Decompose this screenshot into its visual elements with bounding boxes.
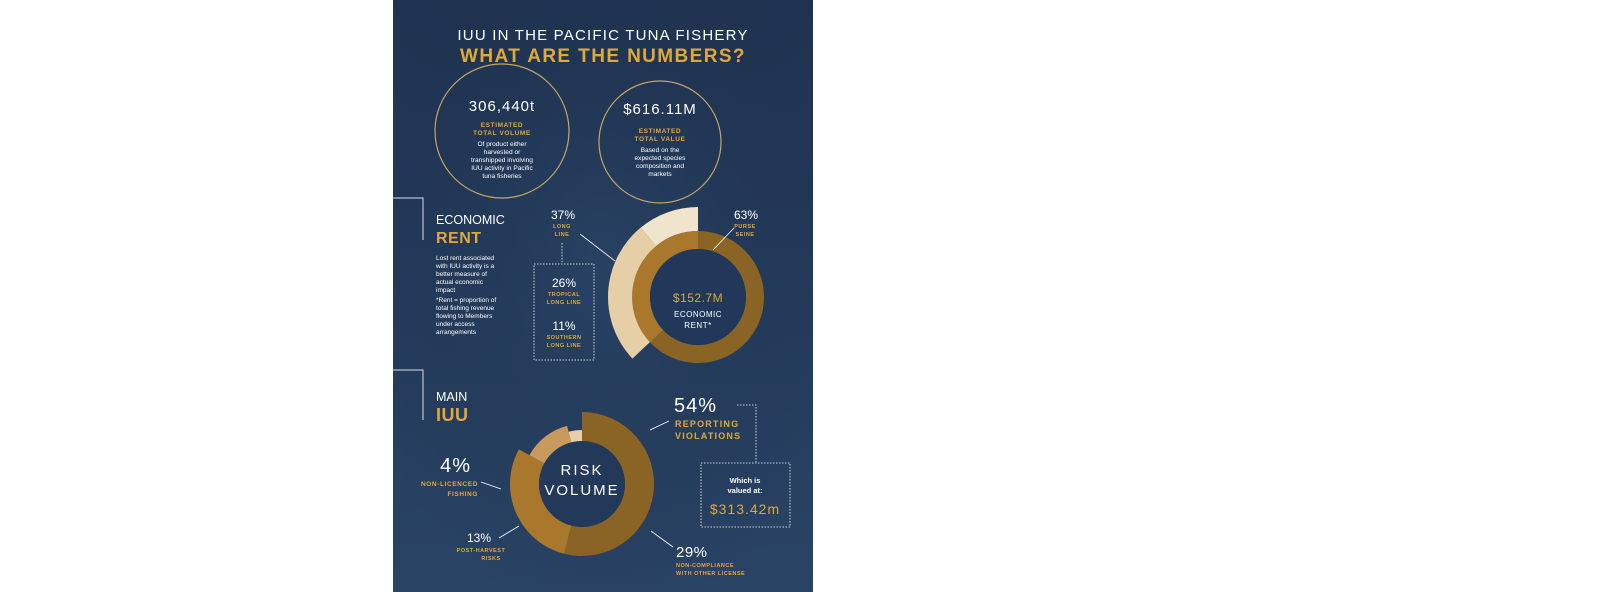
rent-note-line: flowing to Members <box>436 313 493 320</box>
rent-note-line: total fishing revenue <box>436 305 495 312</box>
risk-center-label-1: RISK <box>560 462 603 479</box>
reporting-violations-leader-line <box>649 420 670 431</box>
southern-name-label-2: LONG LINE <box>547 343 581 349</box>
main-iuu-heading-2: IUU <box>436 405 469 425</box>
volume-stat-label-2: TOTAL VOLUME <box>473 130 531 137</box>
segment-purse-seine <box>649 231 764 363</box>
valued-at-box <box>700 462 791 528</box>
longline-breakdown-box <box>533 263 595 361</box>
southern-pct-label: 11% <box>552 319 575 333</box>
tropical-name-label: TROPICAL <box>548 292 580 298</box>
valued-at-label-2: valued at: <box>727 486 762 495</box>
rent-note-line: under access <box>436 321 475 328</box>
longline-pct-label: 37% <box>551 208 575 222</box>
page-subtitle: WHAT ARE THE NUMBERS? <box>460 46 746 67</box>
reporting-violations-pct-label: 54% <box>674 395 717 417</box>
non-licenced-pct-label: 4% <box>440 455 471 477</box>
longline-name-label: LONG <box>553 224 571 230</box>
value-stat-description: Based on the expected species compositio… <box>635 147 687 178</box>
economic-rent-heading-2: RENT <box>436 230 482 247</box>
reporting-violations-name-label-2: VIOLATIONS <box>675 431 741 441</box>
risk-center-label-2: VOLUME <box>544 482 619 499</box>
rent-center-label-2: RENT* <box>684 321 711 330</box>
volume-desc-line: harvested or <box>484 149 521 156</box>
post-harvest-name-label: POST-HARVEST <box>457 548 506 554</box>
non-licenced-name-label: NON-LICENCED <box>421 481 478 488</box>
economic-rent-heading-1: ECONOMIC <box>436 213 505 227</box>
tropical-name-label-2: LONG LINE <box>547 300 581 306</box>
rent-desc-line: impact <box>436 287 455 294</box>
volume-desc-line: IUU activity in Pacific <box>471 165 533 172</box>
segment-post-harvest-risks <box>529 425 572 464</box>
valued-at-label-1: Which is <box>730 476 761 485</box>
economic-rent-footnote: *Rent = proportion of total fishing reve… <box>436 297 496 336</box>
volume-stat-value: 306,440t <box>469 98 535 115</box>
value-desc-line: expected species <box>635 155 687 162</box>
valued-at-amount: $313.42m <box>710 501 780 517</box>
rent-note-line: *Rent = proportion of <box>436 297 496 304</box>
volume-desc-line: tuna fisheries <box>482 173 522 180</box>
volume-desc-line: transhipped involving <box>471 157 533 164</box>
purse-seine-pct-label: 63% <box>734 208 758 222</box>
post-harvest-leader-line <box>498 525 520 539</box>
value-desc-line: composition and <box>636 163 684 170</box>
value-stat-label-1: ESTIMATED <box>639 128 681 135</box>
southern-name-label: SOUTHERN <box>547 335 582 341</box>
non-licenced-leader-line <box>480 481 502 490</box>
longline-name-label-2: LINE <box>555 232 570 238</box>
economic-rent-description: Lost rent associated with IUU activity i… <box>435 255 495 294</box>
tropical-pct-label: 26% <box>552 276 576 290</box>
economic-rent-chart <box>608 207 764 363</box>
non-licenced-name-label-2: FISHING <box>447 491 478 498</box>
non-compliance-leader-line <box>650 530 674 548</box>
reporting-violations-dotted-connector <box>737 404 757 462</box>
post-harvest-pct-label: 13% <box>467 531 491 545</box>
infographic-poster: IUU IN THE PACIFIC TUNA FISHERY WHAT ARE… <box>393 0 813 592</box>
volume-stat-circle <box>434 63 570 199</box>
volume-stat-description: Of product either harvested or transhipp… <box>471 141 533 180</box>
infographic-canvas: IUU IN THE PACIFIC TUNA FISHERY WHAT ARE… <box>393 0 813 592</box>
non-compliance-name-label-2: WITH OTHER LICENSE <box>676 571 745 577</box>
non-compliance-pct-label: 29% <box>676 544 708 561</box>
rent-desc-line: actual economic <box>436 279 484 286</box>
non-compliance-name-label: NON-COMPLIANCE <box>676 563 734 569</box>
rent-desc-line: with IUU activity is a <box>435 263 495 270</box>
value-desc-line: Based on the <box>641 147 680 154</box>
segment-non-licenced-fishing <box>568 430 582 443</box>
rent-center-label-1: ECONOMIC <box>674 310 722 319</box>
main-iuu-bracket <box>393 369 424 420</box>
value-stat-label-2: TOTAL VALUE <box>635 136 686 143</box>
longline-leader-line <box>579 233 616 262</box>
purse-seine-name-label: PURSE <box>734 224 755 230</box>
main-iuu-heading-1: MAIN <box>436 390 467 404</box>
value-desc-line: markets <box>648 171 672 178</box>
volume-desc-line: Of product either <box>477 141 527 148</box>
page-title: IUU IN THE PACIFIC TUNA FISHERY <box>457 27 748 44</box>
rent-desc-line: better measure of <box>436 271 487 278</box>
risk-volume-center <box>539 441 625 527</box>
volume-stat-label-1: ESTIMATED <box>481 122 523 129</box>
segment-southern-long-line <box>640 207 698 247</box>
risk-volume-chart <box>510 412 654 556</box>
segment-inner-longline <box>632 231 698 343</box>
purse-seine-name-label-2: SEINE <box>735 232 754 238</box>
value-stat-value: $616.11M <box>623 101 697 118</box>
segment-reporting-violations <box>564 412 654 556</box>
purse-seine-leader-line <box>712 227 735 251</box>
reporting-violations-name-label: REPORTING <box>675 419 739 429</box>
rent-note-line: arrangements <box>436 329 477 336</box>
economic-rent-bracket <box>393 197 424 240</box>
rent-center-value: $152.7M <box>673 291 723 305</box>
post-harvest-name-label-2: RISKS <box>481 556 500 562</box>
value-stat-circle <box>598 80 722 204</box>
segment-non-compliance-with-other-license <box>510 449 572 554</box>
rent-desc-line: Lost rent associated <box>436 255 495 262</box>
economic-rent-center <box>650 249 746 345</box>
